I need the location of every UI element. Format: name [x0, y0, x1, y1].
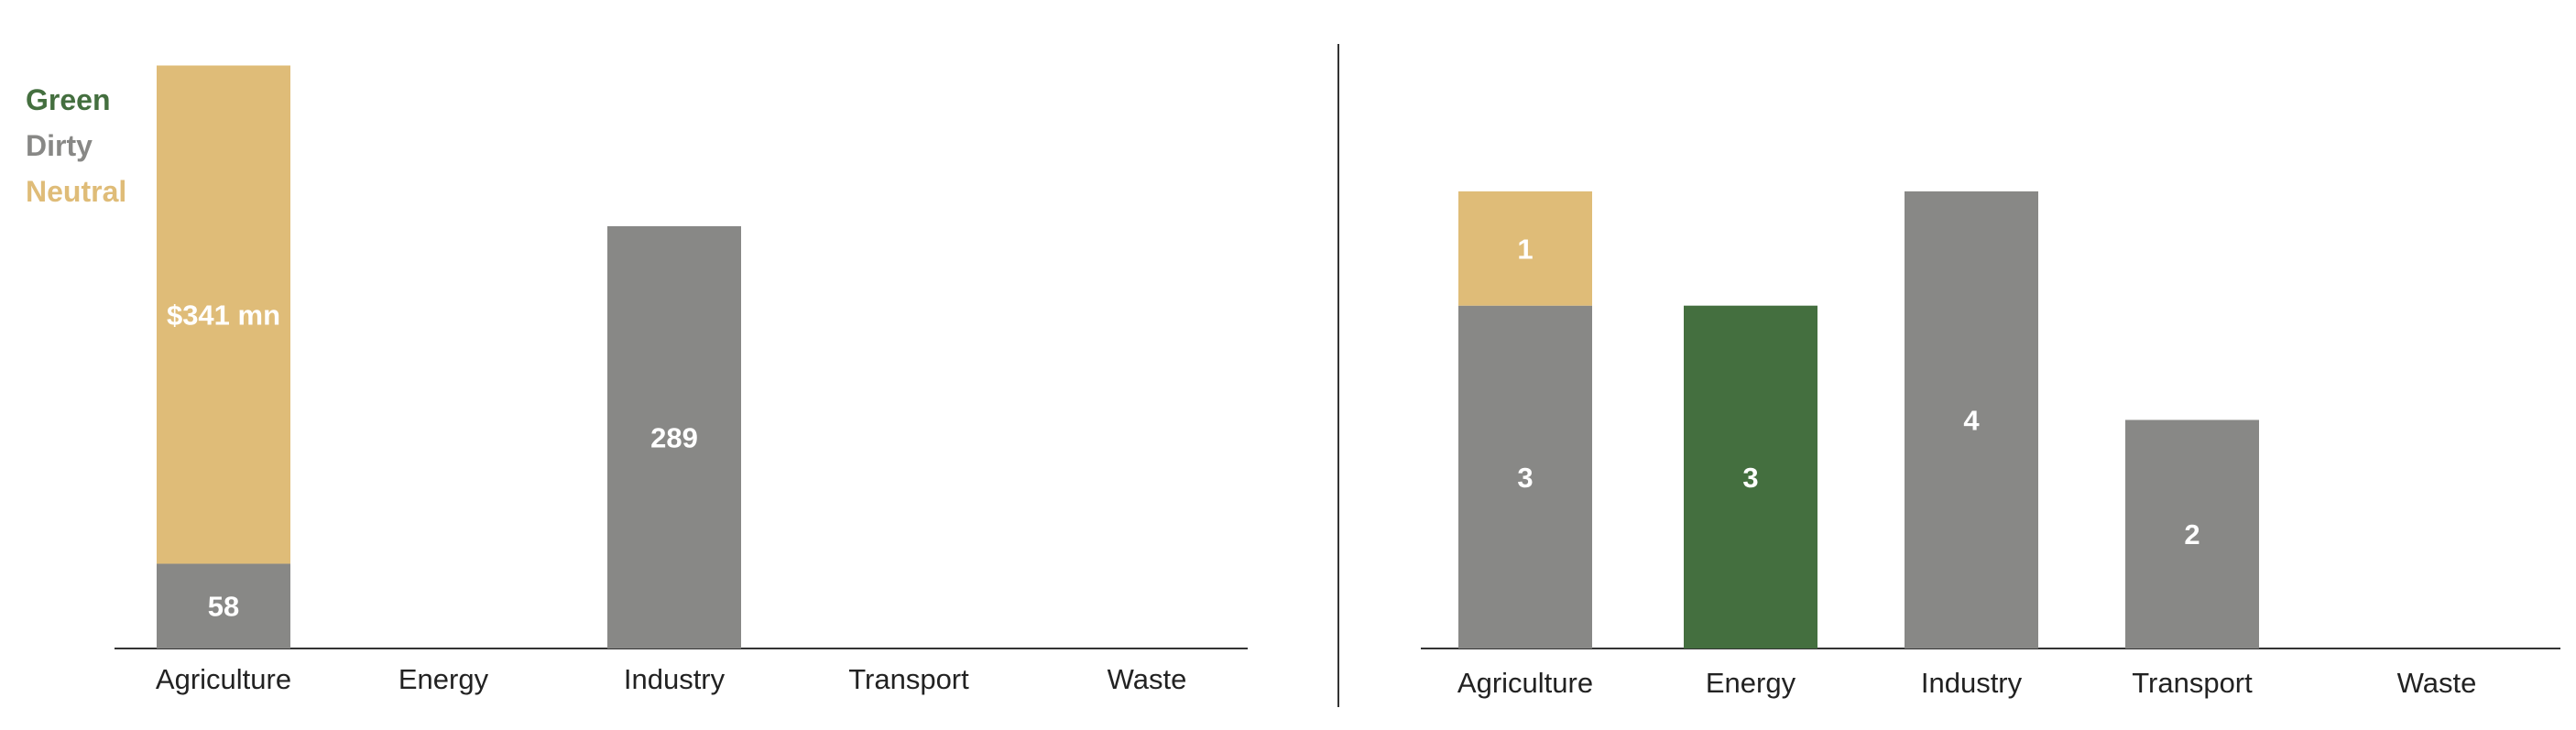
legend-item-dirty: Dirty [26, 129, 93, 162]
bar-green-energy [1684, 305, 1817, 648]
x-tick-label-agriculture: Agriculture [1457, 667, 1593, 699]
legend-item-neutral: Neutral [26, 175, 127, 208]
bar-dirty-industry [607, 225, 741, 648]
data-label: 3 [1517, 462, 1533, 494]
data-label: 58 [208, 591, 239, 623]
legend-item-green: Green [26, 83, 111, 116]
chart-1: 58 289 $341 mn Agriculture Energy Industry Tra… [115, 65, 1248, 695]
data-label: $341 mn [167, 299, 280, 331]
data-label: 4 [1963, 404, 1980, 436]
data-label: 3 [1742, 462, 1758, 494]
bar-dirty-transport [2125, 419, 2259, 648]
x-tick-label-waste: Waste [2397, 667, 2477, 699]
bar-neutral-agriculture [1458, 191, 1592, 306]
x-tick-label-transport: Transport [2132, 667, 2253, 699]
data-label: 2 [2184, 518, 2199, 550]
x-tick-label-transport: Transport [848, 663, 969, 695]
bar-neutral-agriculture [157, 65, 290, 564]
data-label: 289 [650, 421, 698, 453]
data-label: 1 [1517, 233, 1533, 265]
bar-dirty-agriculture [1458, 305, 1592, 648]
legend: Green Dirty Neutral [26, 77, 126, 214]
chart-2: 3 4 2 3 1 Agriculture Energy Industry Transport W… [1421, 191, 2560, 699]
x-tick-label-industry: Industry [624, 663, 726, 695]
x-tick-label-energy: Energy [398, 663, 489, 695]
bar-dirty-industry [1905, 191, 2038, 648]
x-tick-label-waste: Waste [1108, 663, 1187, 695]
x-tick-label-industry: Industry [1921, 667, 2023, 699]
x-tick-label-agriculture: Agriculture [156, 663, 291, 695]
bar-dirty-agriculture [157, 563, 290, 648]
x-tick-label-energy: Energy [1706, 667, 1796, 699]
